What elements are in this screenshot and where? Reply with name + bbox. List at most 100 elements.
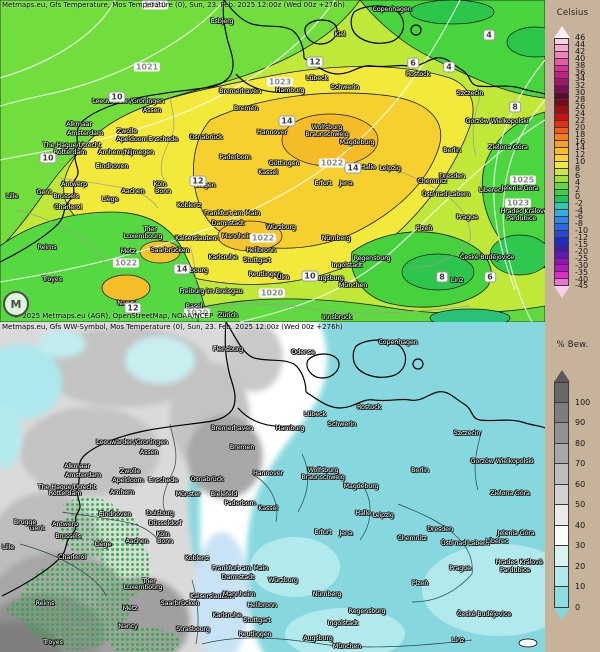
celsius-scale-segment xyxy=(554,44,569,52)
celsius-scale-segment xyxy=(554,168,569,176)
celsius-color-scale: 46 44 42 40 38 36 34 32 30 28 26 24 22 20 18 16 14 12 10 8 6… xyxy=(553,26,600,299)
cloudcover-scale-tick-label: 70 xyxy=(575,459,586,468)
cloudcover-scale-segment xyxy=(554,443,569,464)
celsius-scale-segment xyxy=(554,38,569,45)
cloudcover-scale-title: % Bew. xyxy=(556,340,589,350)
celsius-scale-segment xyxy=(554,72,569,80)
celsius-scale-tick-label: -12 xyxy=(575,233,589,243)
celsius-scale-bar xyxy=(554,38,569,287)
celsius-scale-segment xyxy=(554,58,569,66)
cloudcover-scale-tick-label: 100 xyxy=(575,397,591,407)
celsius-scale-tick-label: 36 xyxy=(575,67,586,77)
celsius-scale-segment xyxy=(554,251,569,259)
celsius-scale-tick-label: 38 xyxy=(575,60,586,70)
celsius-scale-tick-label: 42 xyxy=(575,46,586,56)
cloud-symbol-icon xyxy=(518,638,538,648)
celsius-scale-tick-label: 22 xyxy=(575,115,586,125)
cloudcover-scale-bar xyxy=(554,382,569,608)
celsius-scale-segment xyxy=(554,93,569,101)
celsius-scale-segment xyxy=(554,279,569,287)
country-borders xyxy=(17,89,481,314)
celsius-scale-tick-label: -8 xyxy=(575,219,583,229)
cloudcover-scale-tick-label: 10 xyxy=(575,582,586,591)
cloudcover-scale-tick-label: 30 xyxy=(575,541,586,550)
celsius-scale-tick-label: 20 xyxy=(575,122,586,132)
metmaps-logo-icon: M xyxy=(3,291,29,317)
cloudcover-scale-tick-label: 80 xyxy=(575,438,586,448)
celsius-scale-segment xyxy=(554,86,569,94)
cloudcover-scale-segment xyxy=(554,382,569,403)
cloudcover-scale-tick-label: 60 xyxy=(575,479,586,489)
celsius-scale-segment xyxy=(554,189,569,197)
cloudcover-scale-segment xyxy=(554,505,569,526)
cloudcover-scale-segment xyxy=(554,464,569,485)
cloudcover-scale-tick-label: 90 xyxy=(575,418,586,427)
celsius-scale-segment xyxy=(554,134,569,142)
celsius-scale-segment xyxy=(554,79,569,87)
cloudcover-scale-sidebar: % Bew. 100 90 80 70 60 50 40 30 20 10 0 xyxy=(545,322,600,652)
cloudcover-scale-tick-label: 50 xyxy=(575,500,586,509)
cyan-cloud-gaps xyxy=(0,330,195,469)
celsius-scale-sidebar: Celsius 46 44 42 40 38 36 34 32 30 28 26 24 22 20 18 16… xyxy=(545,0,600,322)
celsius-scale-tick-label: 24 xyxy=(575,108,586,118)
cloudcover-scale-segment xyxy=(554,566,569,587)
celsius-scale-tick-label: -25 xyxy=(575,253,589,263)
celsius-scale-segment xyxy=(554,65,569,73)
celsius-scale-segment xyxy=(554,175,569,183)
cloudcover-color-scale: 100 90 80 70 60 50 40 30 20 10 0 xyxy=(553,370,600,620)
celsius-scale-segment xyxy=(554,244,569,252)
cloudcover-scale-tick-label: 0 xyxy=(575,602,581,612)
celsius-scale-tick-label: 18 xyxy=(575,129,586,139)
celsius-scale-tick-label: -15 xyxy=(575,240,589,249)
cloudcover-scale-segment xyxy=(554,402,569,423)
celsius-scale-tick-label: -40 xyxy=(575,274,589,284)
celsius-scale-segment xyxy=(554,196,569,204)
celsius-scale-tick-label: 26 xyxy=(575,102,586,111)
celsius-scale-segment xyxy=(554,106,569,114)
cloudcover-scale-arrow-up-icon xyxy=(553,370,570,382)
celsius-scale-segment xyxy=(554,182,569,190)
celsius-scale-segment xyxy=(554,141,569,149)
top-map-title: Metmaps.eu, Gfs Temperature, Mos Tempera… xyxy=(2,1,345,9)
celsius-scale-tick-label: -10 xyxy=(575,226,589,236)
cloudcover-scale-segment xyxy=(554,525,569,546)
celsius-scale-tick-label: 44 xyxy=(575,39,586,49)
celsius-scale-tick-label: 14 xyxy=(575,143,586,153)
cloudcover-scale-segment xyxy=(554,484,569,505)
cloudcover-scale-tick-label: 20 xyxy=(575,561,586,571)
celsius-scale-tick-label: -30 xyxy=(575,260,589,270)
celsius-scale-segment xyxy=(554,113,569,121)
celsius-scale-segment xyxy=(554,272,569,280)
celsius-scale-segment xyxy=(554,51,569,59)
celsius-scale-segment xyxy=(554,162,569,169)
cloudcover-scale-tick-label: 40 xyxy=(575,520,586,530)
celsius-scale-title: Celsius xyxy=(556,8,589,18)
celsius-scale-segment xyxy=(554,237,569,245)
celsius-scale-tick-label: -4 xyxy=(575,205,583,215)
cloudcover-scale-segment xyxy=(554,423,569,444)
country-borders xyxy=(19,423,483,648)
celsius-scale-segment xyxy=(554,210,569,218)
celsius-scale-tick-label: 30 xyxy=(575,88,586,98)
celsius-scale-tick-label: -2 xyxy=(575,198,583,208)
celsius-scale-tick-label: 46 xyxy=(575,33,586,42)
celsius-scale-tick-label: 6 xyxy=(575,171,581,180)
temperature-map-panel: Esbjerg Kiel Copenhagen Lübeck Hamburg Schwer… xyxy=(0,0,600,322)
celsius-scale-tick-label: 40 xyxy=(575,53,586,63)
celsius-scale-segment xyxy=(554,203,569,211)
celsius-scale-tick-label: -45 xyxy=(575,281,589,291)
celsius-scale-arrow-up-icon xyxy=(553,26,570,38)
drizzle-areas xyxy=(7,498,180,652)
celsius-scale-segment xyxy=(554,148,569,156)
bottom-map-title: Metmaps.eu, Gfs WW-Symbol, Mos Temperatu… xyxy=(2,323,343,331)
celsius-scale-tick-label: 2 xyxy=(575,184,581,194)
coastlines xyxy=(1,322,545,597)
celsius-scale-tick-label: -6 xyxy=(575,212,583,222)
celsius-scale-tick-label: 32 xyxy=(575,81,586,91)
celsius-scale-tick-label: 10 xyxy=(575,157,586,167)
cloudcover-scale-arrow-down-icon xyxy=(553,607,570,620)
celsius-scale-tick-label: 28 xyxy=(575,95,586,105)
celsius-scale-segment xyxy=(554,224,569,231)
celsius-scale-segment xyxy=(554,258,569,266)
attribution: © 2025 Metmaps.eu (AGR), OpenStreetMap, … xyxy=(13,312,214,320)
